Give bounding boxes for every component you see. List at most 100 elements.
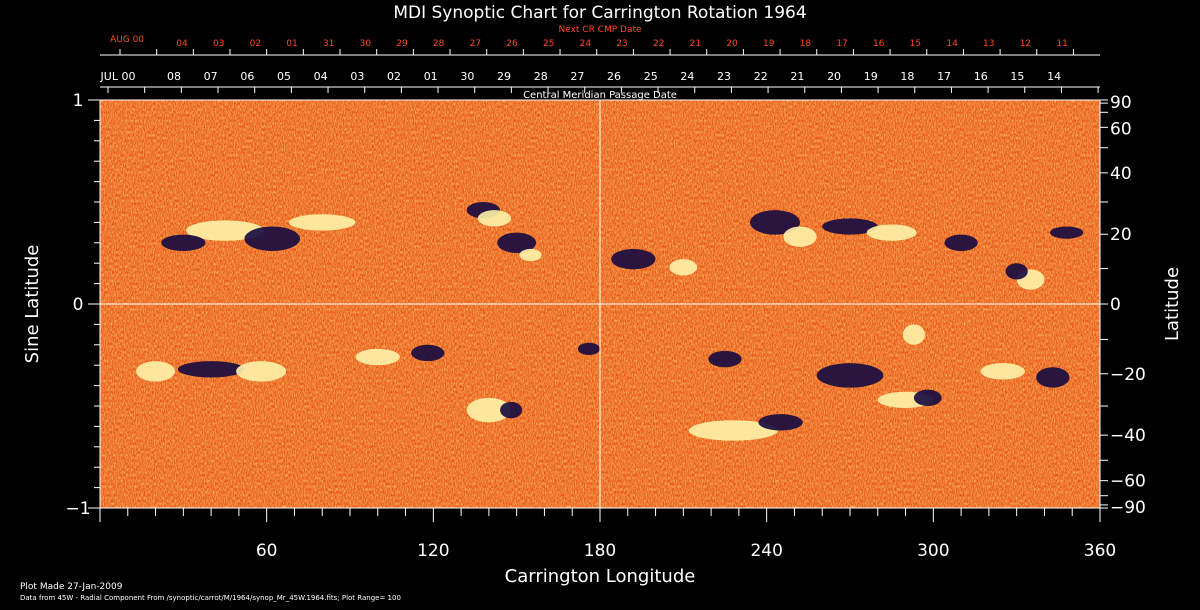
region-patch	[902, 324, 926, 345]
next-cr-day-label: 11	[1056, 39, 1067, 49]
y-right-tick-label: −90	[1110, 498, 1146, 518]
next-cr-day-label: 03	[213, 39, 224, 49]
y-axis-right-title: Latitude	[1162, 267, 1183, 341]
y-right-tick-label: 40	[1110, 164, 1132, 184]
y-right-tick-label: 20	[1110, 225, 1132, 245]
y-left-tick-label: 1	[73, 91, 84, 111]
active-regions	[136, 202, 1084, 441]
next-cr-day-label: 20	[726, 39, 738, 49]
y-axis-left-labels: 1 0 −1	[65, 91, 90, 519]
x-tick-label: 240	[750, 541, 782, 561]
next-cr-day-label: 31	[323, 39, 334, 49]
top-day-label: 08	[167, 70, 181, 83]
top-day-label: 05	[277, 70, 291, 83]
top-day-label: 25	[644, 70, 658, 83]
region-patch	[355, 348, 400, 366]
region-patch	[611, 248, 656, 270]
top-day-label: 15	[1010, 70, 1024, 83]
next-cr-day-label: 24	[580, 39, 592, 49]
top-day-label: 28	[534, 70, 548, 83]
region-patch	[466, 397, 512, 423]
footer-plot-made: Plot Made 27-Jan-2009	[20, 582, 123, 592]
top-day-label: 23	[717, 70, 731, 83]
region-patch	[1036, 367, 1070, 388]
x-axis-ticks	[99, 508, 1101, 522]
top-day-label: 07	[204, 70, 218, 83]
next-cr-day-label: 27	[470, 39, 481, 49]
next-cr-day-label: 15	[910, 39, 921, 49]
top-day-label: 24	[680, 70, 694, 83]
region-patch	[519, 248, 542, 262]
region-patch	[783, 226, 817, 247]
region-patch	[577, 342, 601, 355]
next-cr-day-label: 22	[653, 39, 664, 49]
top-day-label: 17	[937, 70, 951, 83]
y-left-tick-label: 0	[73, 295, 84, 315]
y-right-tick-label: 90	[1110, 93, 1132, 113]
region-patch	[816, 363, 884, 388]
x-tick-label: 120	[417, 541, 449, 561]
footer-data-source: Data from 45W - Radial Component From /s…	[20, 594, 401, 602]
x-tick-label: 180	[584, 541, 616, 561]
region-patch	[669, 259, 698, 276]
top-day-label: 14	[1047, 70, 1061, 83]
next-cr-day-label: 16	[873, 39, 885, 49]
region-patch	[236, 361, 287, 382]
region-patch	[980, 363, 1025, 380]
next-cr-ticks	[119, 49, 1074, 55]
next-cr-day-label: 02	[250, 39, 261, 49]
region-patch	[708, 350, 742, 368]
region-patch	[913, 389, 942, 406]
top-axis-month: JUL 00	[100, 70, 136, 83]
y-axis-left-ticks	[88, 99, 100, 509]
next-cr-day-label: 01	[286, 39, 297, 49]
next-cr-day-label: 29	[396, 39, 408, 49]
next-cr-day-label: 04	[176, 39, 188, 49]
next-cr-day-label: 28	[433, 39, 445, 49]
y-axis-right-ticks	[1100, 99, 1108, 509]
region-patch	[136, 361, 175, 382]
top-day-label: 03	[350, 70, 364, 83]
region-patch	[500, 401, 523, 419]
next-cr-month: AUG 00	[110, 35, 144, 45]
y-right-tick-label: −20	[1110, 365, 1146, 385]
region-patch	[497, 232, 537, 253]
y-right-tick-label: −40	[1110, 426, 1146, 446]
top-axis-labels: 08 07 06 05 04 03 02 01 30 29 28 27 26 25 24 23 22 21 20 19…	[167, 70, 1061, 83]
region-patch	[758, 414, 803, 431]
top-day-label: 20	[827, 70, 841, 83]
top-day-label: 02	[387, 70, 401, 83]
top-day-label: 26	[607, 70, 621, 83]
x-tick-label: 360	[1084, 541, 1116, 561]
region-patch	[288, 214, 356, 231]
x-tick-label: 60	[256, 541, 278, 561]
region-patch	[1050, 226, 1084, 239]
top-day-label: 27	[570, 70, 584, 83]
y-right-tick-label: 0	[1110, 295, 1121, 315]
next-cr-day-label: 14	[946, 39, 958, 49]
chart-title: MDI Synoptic Chart for Carrington Rotati…	[393, 3, 806, 23]
next-cr-day-label: 12	[1020, 39, 1031, 49]
y-right-tick-label: 60	[1110, 119, 1132, 139]
region-patch	[1005, 263, 1028, 280]
y-axis-right-labels: 90 60 40 20 0 −20 −40 −60 −90	[1110, 93, 1146, 518]
next-cr-title: Next CR CMP Date	[558, 25, 642, 35]
top-day-label: 01	[424, 70, 438, 83]
x-axis-labels: 60 120 180 240 300 360	[256, 541, 1116, 561]
top-axis-title: Central Meridian Passage Date	[523, 90, 677, 101]
top-day-label: 19	[864, 70, 878, 83]
top-day-label: 06	[240, 70, 254, 83]
next-cr-day-label: 13	[983, 39, 994, 49]
region-patch	[477, 210, 512, 227]
top-axis-ticks	[107, 87, 1099, 93]
region-patch	[161, 234, 206, 251]
y-axis-left-title: Sine Latitude	[22, 245, 43, 364]
y-right-tick-label: −60	[1110, 472, 1146, 492]
next-cr-day-label: 19	[763, 39, 775, 49]
next-cr-day-label: 17	[836, 39, 847, 49]
region-patch	[177, 361, 245, 378]
region-patch	[244, 226, 300, 251]
region-patch	[866, 224, 917, 241]
next-cr-day-label: 30	[360, 39, 372, 49]
